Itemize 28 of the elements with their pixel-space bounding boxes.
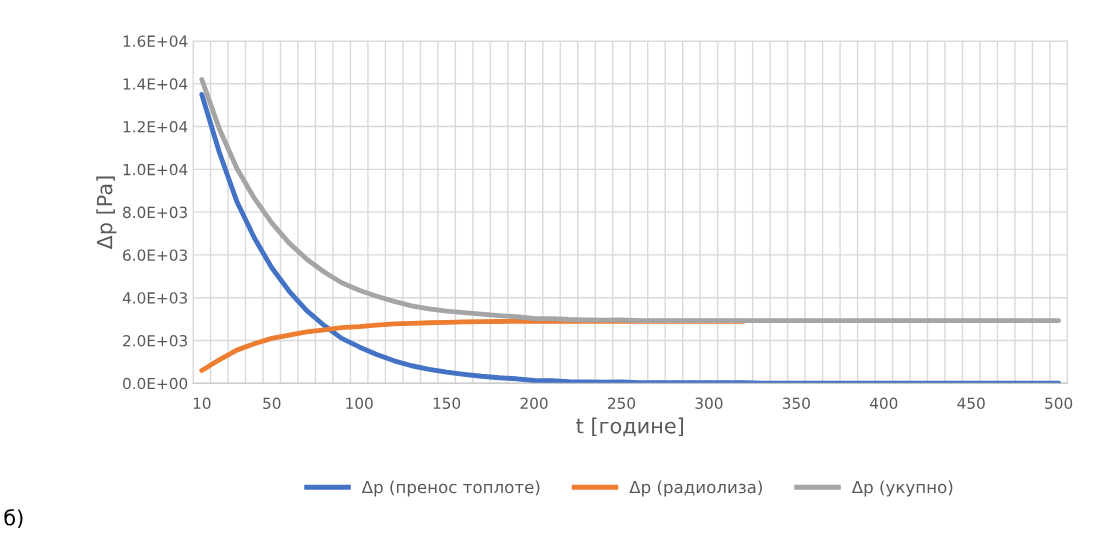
legend-label: Δp (укупно) [851,480,953,497]
y-tick-label: 0.0E+00 [123,377,188,390]
y-tick-label: 8.0E+03 [123,206,187,219]
y-tick-label: 4.0E+03 [122,292,187,304]
x-tick-label: 10 [193,397,211,410]
x-tick-label: 450 [957,397,985,410]
y-tick-label: 6.0E+03 [123,249,187,261]
y-tick-label: 1.4E+04 [123,78,188,90]
legend-label: Δp (пренос топлоте) [361,480,540,497]
x-axis-title: t [године] [576,417,683,437]
y-tick-label: 1.0E+04 [123,163,188,176]
x-tick-label: 100 [346,397,373,410]
x-tick-label: 150 [433,397,461,410]
x-tick-label: 350 [782,397,810,410]
y-tick-label: 2.0E+03 [123,334,187,347]
x-tick-label: 50 [263,397,281,410]
x-tick-label: 400 [869,397,898,410]
legend-label: Δp (радиолиза) [629,480,762,497]
y-tick-label: 1.2E+04 [123,121,188,133]
y-tick-label: 1.6E+04 [123,35,188,47]
y-axis-title: Δp [Pa] [96,176,117,250]
line-series [199,92,1062,384]
x-tick-label: 250 [608,397,636,410]
x-tick-label: 300 [695,397,723,410]
line-series [199,77,1062,324]
text: б) [4,509,23,529]
x-tick-label: 500 [1045,397,1073,410]
x-tick-label: 200 [520,397,548,410]
